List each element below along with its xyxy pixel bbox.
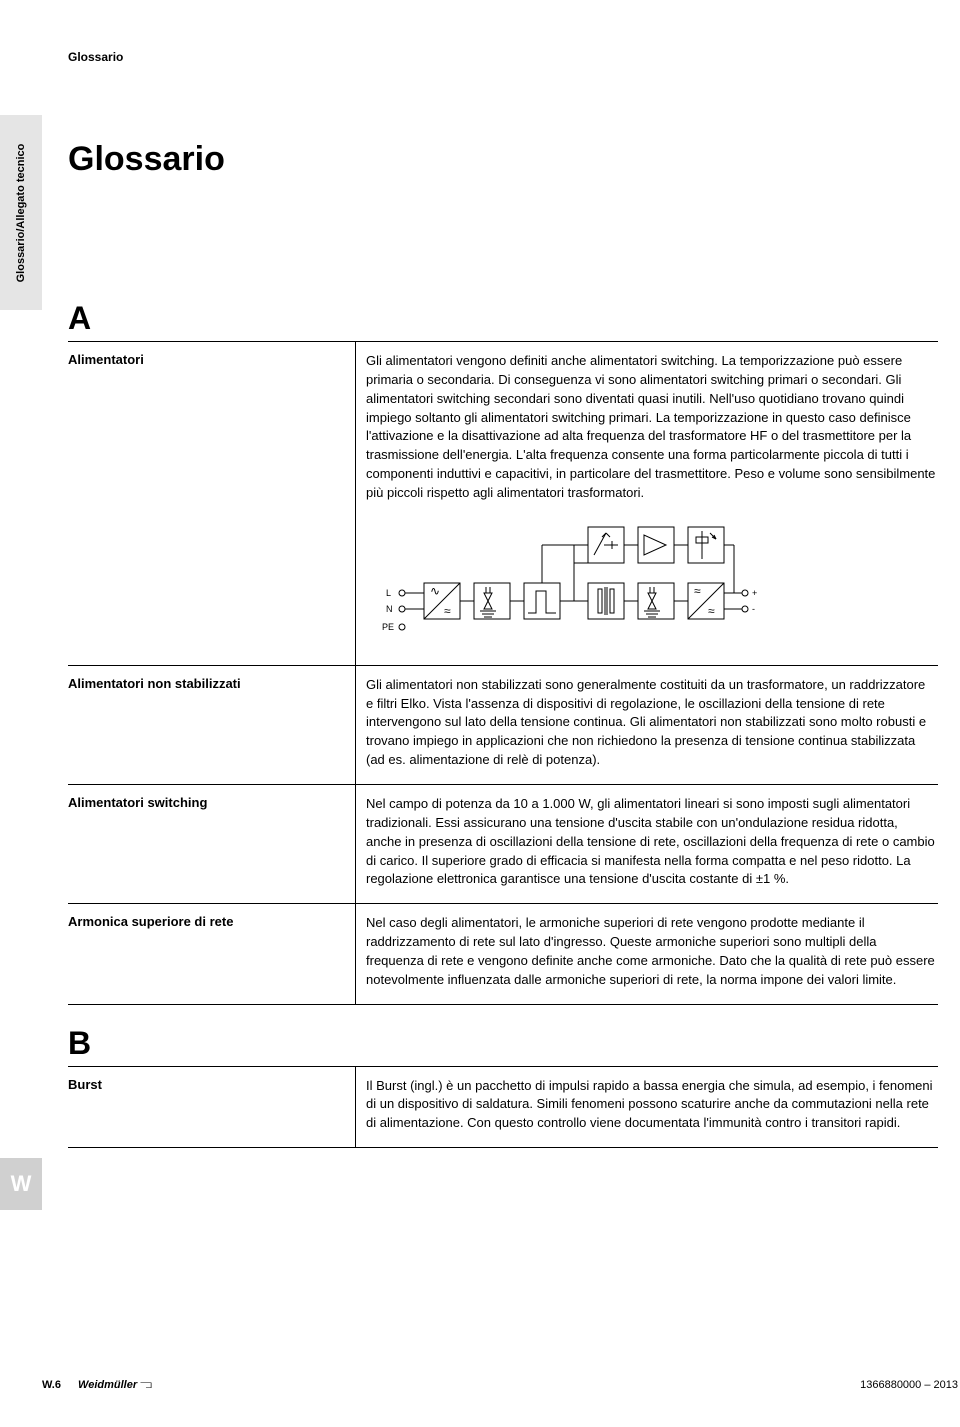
glossary-entry: Burst Il Burst (ingl.) è un pacchetto di…: [68, 1067, 938, 1149]
footer-left: W.6 Weidmüller ⫎: [42, 1379, 151, 1392]
glossary-entry: Alimentatori non stabilizzati Gli alimen…: [68, 666, 938, 785]
sidebar-tab: Glossario/Allegato tecnico: [0, 115, 42, 310]
glossary-term: Alimentatori: [68, 342, 356, 665]
svg-text:∿: ∿: [430, 584, 440, 598]
glossary-definition: Gli alimentatori vengono definiti anche …: [356, 342, 938, 665]
glossary-definition-text: Gli alimentatori vengono definiti anche …: [366, 353, 935, 500]
glossary-definition: Nel campo di potenza da 10 a 1.000 W, gl…: [356, 785, 938, 903]
glossary-entry: Armonica superiore di rete Nel caso degl…: [68, 904, 938, 1004]
header-section-label: Glossario: [68, 50, 123, 64]
brand-name: Weidmüller: [78, 1379, 137, 1391]
page-title: Glossario: [68, 140, 225, 179]
content-region: A Alimentatori Gli alimentatori vengono …: [68, 280, 938, 1148]
footer-doc-ref: 1366880000 – 2013: [860, 1379, 958, 1391]
svg-text:≈: ≈: [444, 604, 451, 618]
svg-text:PE: PE: [382, 622, 394, 632]
glossary-entry: Alimentatori switching Nel campo di pote…: [68, 785, 938, 904]
glossary-definition: Il Burst (ingl.) è un pacchetto di impul…: [356, 1067, 938, 1148]
footer: W.6 Weidmüller ⫎ 1366880000 – 2013: [42, 1379, 960, 1399]
glossary-entry: Alimentatori Gli alimentatori vengono de…: [68, 342, 938, 666]
sidebar-section-letter: W: [11, 1171, 32, 1197]
svg-text:N: N: [386, 604, 393, 614]
block-diagram: L N PE ∿ ≈: [366, 515, 936, 645]
page-number: W.6: [42, 1379, 61, 1391]
svg-text:L: L: [386, 588, 391, 598]
glossary-term: Armonica superiore di rete: [68, 904, 356, 1003]
section-letter-a: A: [68, 300, 938, 337]
glossary-definition: Nel caso degli alimentatori, le armonich…: [356, 904, 938, 1003]
glossary-definition: Gli alimentatori non stabilizzati sono g…: [356, 666, 938, 784]
glossary-term: Burst: [68, 1067, 356, 1148]
svg-text:≈: ≈: [694, 584, 701, 598]
section-letter-b: B: [68, 1025, 938, 1062]
svg-text:+: +: [752, 588, 757, 598]
sidebar-section-indicator: W: [0, 1158, 42, 1210]
glossary-term: Alimentatori switching: [68, 785, 356, 903]
svg-text:≈: ≈: [708, 604, 715, 618]
brand-mark-icon: ⫎: [140, 1379, 151, 1391]
glossary-term: Alimentatori non stabilizzati: [68, 666, 356, 784]
svg-text:-: -: [752, 604, 755, 614]
sidebar-tab-label: Glossario/Allegato tecnico: [15, 143, 27, 282]
